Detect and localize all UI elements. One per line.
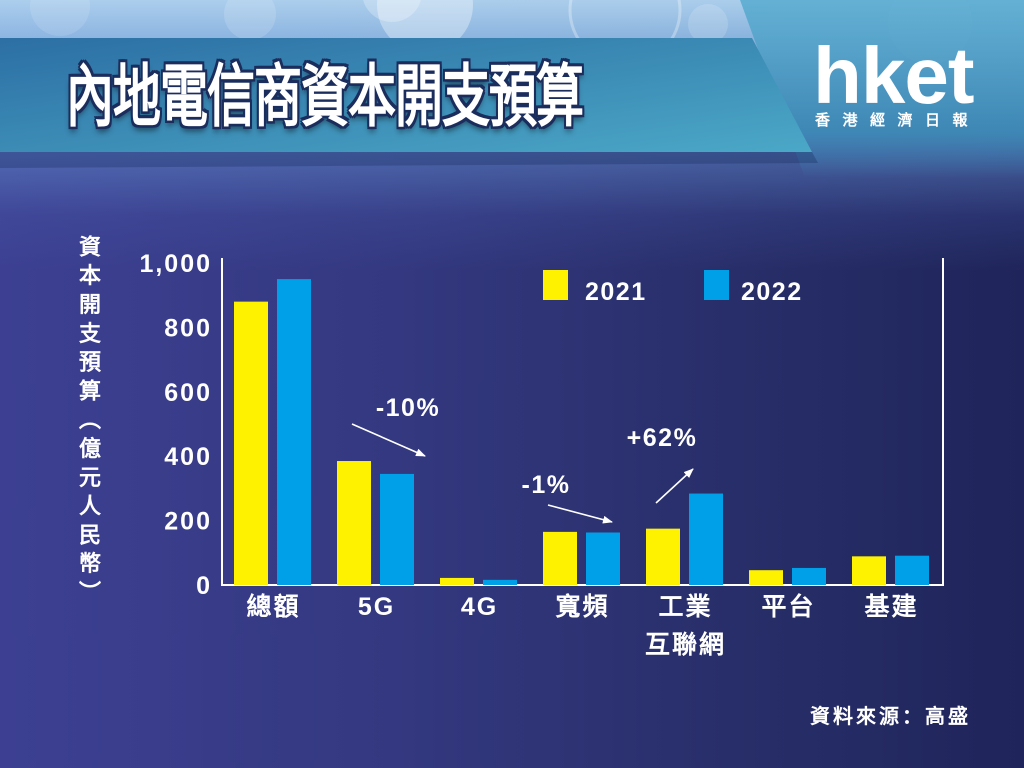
legend-label: 2021: [585, 278, 647, 306]
series-2021: [234, 301, 886, 585]
legend-item-2022: 2022: [704, 270, 803, 306]
x-tick-label: 基建: [864, 593, 918, 621]
source-note: 資料來源：高盛: [810, 706, 971, 728]
annotation-3: +62%: [627, 424, 698, 504]
bokeh-light: [688, 4, 728, 44]
page-title: 內地電信商資本開支預算: [66, 60, 584, 136]
bar-2021-5: [646, 528, 680, 585]
bar-2021-1: [234, 301, 268, 585]
x-tick-label-line: 5G: [358, 593, 395, 621]
annotation-2: -1%: [522, 471, 613, 524]
x-tick-labels: 總額 5G 4G 寬頻 工業互聯網 平台 基建: [246, 592, 918, 659]
legend: 2021 2022: [543, 270, 803, 306]
series-2022: [277, 279, 929, 585]
x-tick-label-line: 4G: [461, 593, 498, 621]
change-label: -10%: [376, 394, 440, 422]
y-tick-label: 800: [164, 314, 212, 342]
bar-2022-5: [689, 493, 723, 585]
legend-item-2021: 2021: [543, 270, 647, 306]
trend-arrow: [547, 504, 613, 524]
bar-2022-6: [792, 567, 826, 585]
bar-2021-4: [543, 531, 577, 585]
x-tick-label-line: 工業: [658, 593, 712, 621]
bar-2022-2: [380, 473, 414, 585]
trend-arrow: [655, 468, 694, 504]
trend-arrow: [351, 423, 426, 457]
title-band: [0, 38, 812, 152]
bar-2021-3: [440, 577, 474, 585]
y-tick-label: 200: [164, 508, 212, 536]
bokeh-light: [363, 0, 421, 22]
legend-swatch: [543, 270, 568, 300]
change-label: -1%: [522, 471, 571, 499]
bar-2021-7: [852, 556, 886, 585]
legend-label: 2022: [741, 278, 803, 306]
bokeh-light: [30, 0, 90, 36]
y-tick-label: 1,000: [139, 250, 212, 278]
x-tick-label-line: 平台: [761, 592, 815, 621]
x-tick-label-line: 基建: [864, 593, 918, 621]
legend-swatch: [704, 270, 729, 300]
bokeh-light: [224, 0, 276, 40]
y-tick-label: 400: [164, 443, 212, 471]
x-tick-label-line: 寬頻: [555, 592, 609, 621]
bar-2021-6: [749, 570, 783, 585]
logo-subtitle: 香港經濟日報: [815, 112, 981, 129]
annotations: -10% -1% +62%: [351, 394, 698, 524]
x-tick-label: 寬頻: [555, 592, 609, 621]
logo-wordmark: hket: [813, 31, 974, 120]
x-tick-label: 平台: [761, 592, 815, 621]
y-tick-label: 600: [164, 379, 212, 407]
change-label: +62%: [627, 424, 698, 452]
x-tick-label: 4G: [461, 593, 498, 621]
hket-logo: hket 香港經濟日報: [813, 36, 1003, 146]
bar-2022-3: [483, 579, 517, 585]
x-tick-label: 總額: [246, 592, 300, 621]
x-tick-label: 工業互聯網: [645, 593, 726, 659]
logo-panel: [740, 0, 1024, 178]
bar-2022-4: [586, 532, 620, 585]
annotation-1: -10%: [351, 394, 440, 457]
bar-2022-1: [277, 279, 311, 585]
x-tick-label-line: 總額: [246, 592, 300, 621]
y-tick-label: 0: [196, 572, 212, 600]
y-axis-label: 資本開支預算（億元人民幣）: [76, 235, 101, 610]
bar-2021-2: [337, 461, 371, 585]
x-tick-label-line: 互聯網: [645, 630, 726, 659]
bar-2022-7: [895, 555, 929, 585]
title-band-shadow: [0, 152, 818, 168]
x-tick-label: 5G: [358, 593, 395, 621]
